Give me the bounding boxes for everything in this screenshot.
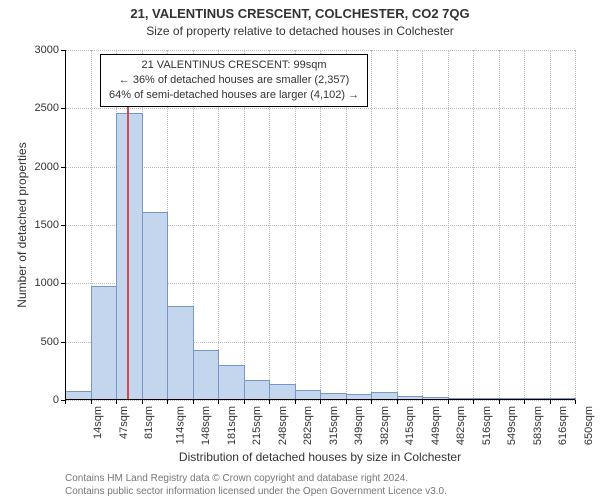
chart-title: 21, VALENTINUS CRESCENT, COLCHESTER, CO2…	[0, 6, 600, 21]
grid-line	[550, 50, 551, 400]
x-tick-label: 282sqm	[302, 406, 314, 445]
y-axis-line	[65, 50, 66, 400]
x-tick-label: 14sqm	[92, 406, 104, 439]
grid-line	[473, 50, 474, 400]
x-tick-mark	[167, 400, 168, 404]
annotation-line: 64% of semi-detached houses are larger (…	[109, 88, 359, 103]
x-tick-mark	[320, 400, 321, 404]
x-tick-mark	[65, 400, 66, 404]
x-tick-label: 583sqm	[532, 406, 544, 445]
histogram-bar	[167, 306, 194, 400]
chart-subtitle: Size of property relative to detached ho…	[0, 24, 600, 38]
histogram-bar	[244, 380, 271, 400]
annotation-box: 21 VALENTINUS CRESCENT: 99sqm← 36% of de…	[100, 54, 368, 107]
x-tick-label: 315sqm	[328, 406, 340, 445]
x-tick-mark	[142, 400, 143, 404]
grid-line	[524, 50, 525, 400]
x-tick-mark	[550, 400, 551, 404]
grid-line	[371, 50, 372, 400]
y-tick-label: 2000	[35, 161, 65, 173]
histogram-bar	[218, 365, 245, 400]
x-tick-mark	[269, 400, 270, 404]
x-tick-mark	[346, 400, 347, 404]
footer-line-2: Contains public sector information licen…	[65, 485, 447, 498]
y-tick-label: 3000	[35, 44, 65, 56]
grid-line	[499, 50, 500, 400]
annotation-line: 21 VALENTINUS CRESCENT: 99sqm	[109, 58, 359, 73]
x-tick-mark	[91, 400, 92, 404]
y-axis-label: Number of detached properties	[15, 50, 29, 400]
y-tick-label: 2500	[35, 102, 65, 114]
annotation-line: ← 36% of detached houses are smaller (2,…	[109, 73, 359, 88]
x-tick-mark	[193, 400, 194, 404]
x-tick-mark	[116, 400, 117, 404]
x-axis-line	[65, 399, 575, 400]
x-tick-mark	[244, 400, 245, 404]
x-tick-label: 215sqm	[251, 406, 263, 445]
grid-line	[422, 50, 423, 400]
x-tick-label: 616sqm	[557, 406, 569, 445]
x-tick-label: 148sqm	[200, 406, 212, 445]
chart-footer: Contains HM Land Registry data © Crown c…	[65, 472, 447, 498]
histogram-bar	[142, 212, 169, 400]
x-tick-mark	[575, 400, 576, 404]
histogram-bar	[91, 286, 118, 400]
x-tick-mark	[524, 400, 525, 404]
x-tick-label: 549sqm	[506, 406, 518, 445]
x-tick-mark	[448, 400, 449, 404]
x-tick-label: 47sqm	[118, 406, 130, 439]
x-tick-label: 650sqm	[583, 406, 595, 445]
x-tick-label: 516sqm	[481, 406, 493, 445]
x-tick-label: 349sqm	[353, 406, 365, 445]
histogram-bar	[193, 350, 220, 400]
y-tick-label: 500	[41, 336, 65, 348]
x-tick-mark	[473, 400, 474, 404]
x-tick-label: 449sqm	[430, 406, 442, 445]
property-marker-line	[127, 62, 129, 400]
histogram-chart: 21, VALENTINUS CRESCENT, COLCHESTER, CO2…	[0, 0, 600, 500]
x-tick-label: 81sqm	[143, 406, 155, 439]
x-tick-label: 482sqm	[455, 406, 467, 445]
x-tick-label: 415sqm	[404, 406, 416, 445]
x-axis-label: Distribution of detached houses by size …	[65, 450, 575, 464]
x-tick-mark	[371, 400, 372, 404]
x-tick-mark	[218, 400, 219, 404]
x-tick-label: 181sqm	[226, 406, 238, 445]
x-tick-label: 248sqm	[277, 406, 289, 445]
footer-line-1: Contains HM Land Registry data © Crown c…	[65, 472, 447, 485]
x-tick-mark	[422, 400, 423, 404]
x-tick-mark	[499, 400, 500, 404]
grid-line	[575, 50, 576, 400]
y-tick-label: 0	[53, 394, 65, 406]
x-tick-label: 114sqm	[174, 406, 186, 444]
x-tick-mark	[397, 400, 398, 404]
histogram-bar	[269, 384, 296, 400]
histogram-bar	[116, 113, 143, 400]
y-tick-label: 1500	[35, 219, 65, 231]
grid-line	[397, 50, 398, 400]
x-tick-label: 382sqm	[379, 406, 391, 445]
x-tick-mark	[295, 400, 296, 404]
grid-line	[448, 50, 449, 400]
y-tick-label: 1000	[35, 277, 65, 289]
